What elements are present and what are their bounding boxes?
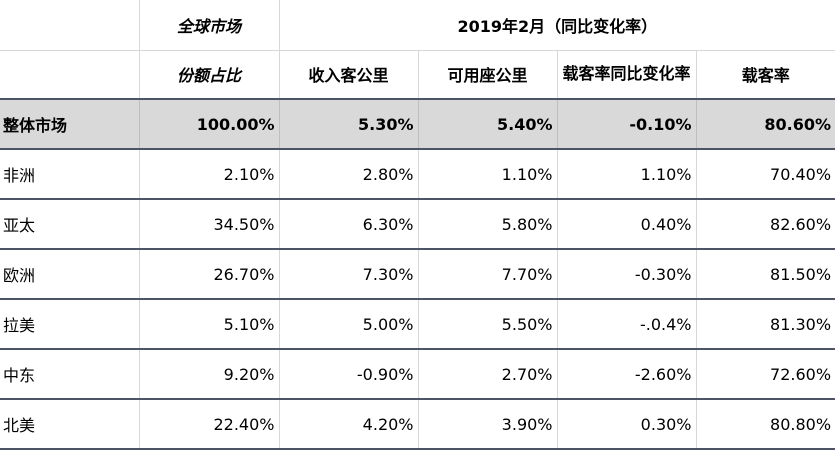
col-header-plf: 载客率 — [695, 50, 835, 100]
region-cell: 欧洲 — [0, 249, 139, 300]
share-cell: 9.20% — [138, 349, 279, 400]
corner-cell — [0, 0, 139, 51]
rpk-cell: 4.20% — [278, 399, 418, 450]
plf-change-cell: -2.60% — [556, 349, 696, 400]
header-row-1: 全球市场 2019年2月（同比变化率） — [0, 0, 835, 51]
rpk-cell: -0.90% — [278, 349, 418, 400]
plf-cell: 80.80% — [695, 399, 835, 450]
plf-cell: 82.60% — [695, 199, 835, 250]
ask-cell: 1.10% — [417, 149, 557, 200]
plf-change-cell: 0.30% — [556, 399, 696, 450]
rpk-cell: 2.80% — [278, 149, 418, 200]
table-row: 亚太 34.50% 6.30% 5.80% 0.40% 82.60% — [0, 199, 835, 250]
plf-change-cell: 0.40% — [556, 199, 696, 250]
share-cell: 100.00% — [138, 98, 279, 150]
corner-cell-2 — [0, 50, 139, 100]
header-market-share-group: 全球市场 — [138, 0, 279, 51]
plf-change-cell: 1.10% — [556, 149, 696, 200]
ask-cell: 5.80% — [417, 199, 557, 250]
plf-change-cell: -0.30% — [556, 249, 696, 300]
ask-cell: 5.50% — [417, 299, 557, 350]
table-row: 拉美 5.10% 5.00% 5.50% -.0.4% 81.30% — [0, 299, 835, 350]
table-row: 北美 22.40% 4.20% 3.90% 0.30% 80.80% — [0, 399, 835, 450]
col-header-plf-change: 载客率同比变化率 — [556, 50, 696, 100]
region-cell: 亚太 — [0, 199, 139, 250]
ask-cell: 2.70% — [417, 349, 557, 400]
rpk-cell: 6.30% — [278, 199, 418, 250]
region-cell: 拉美 — [0, 299, 139, 350]
share-cell: 34.50% — [138, 199, 279, 250]
col-header-share: 份额占比 — [138, 50, 279, 100]
header-period-group: 2019年2月（同比变化率） — [278, 0, 835, 51]
plf-cell: 81.50% — [695, 249, 835, 300]
header-row-2: 份额占比 收入客公里 可用座公里 载客率同比变化率 载客率 — [0, 50, 835, 100]
col-header-ask: 可用座公里 — [417, 50, 557, 100]
share-cell: 22.40% — [138, 399, 279, 450]
region-cell: 非洲 — [0, 149, 139, 200]
col-header-rpk: 收入客公里 — [278, 50, 418, 100]
plf-change-cell: -0.10% — [556, 98, 696, 150]
rpk-cell: 5.30% — [278, 98, 418, 150]
ask-cell: 7.70% — [417, 249, 557, 300]
rpk-cell: 7.30% — [278, 249, 418, 300]
region-cell: 整体市场 — [0, 98, 139, 150]
share-cell: 2.10% — [138, 149, 279, 200]
total-row: 整体市场 100.00% 5.30% 5.40% -0.10% 80.60% — [0, 98, 835, 150]
rpk-cell: 5.00% — [278, 299, 418, 350]
plf-cell: 80.60% — [695, 98, 835, 150]
share-cell: 26.70% — [138, 249, 279, 300]
plf-cell: 81.30% — [695, 299, 835, 350]
region-cell: 中东 — [0, 349, 139, 400]
ask-cell: 3.90% — [417, 399, 557, 450]
ask-cell: 5.40% — [417, 98, 557, 150]
table-row: 中东 9.20% -0.90% 2.70% -2.60% 72.60% — [0, 349, 835, 400]
table-row: 欧洲 26.70% 7.30% 7.70% -0.30% 81.50% — [0, 249, 835, 300]
table-row: 非洲 2.10% 2.80% 1.10% 1.10% 70.40% — [0, 149, 835, 200]
plf-cell: 70.40% — [695, 149, 835, 200]
plf-cell: 72.60% — [695, 349, 835, 400]
share-cell: 5.10% — [138, 299, 279, 350]
plf-change-cell: -.0.4% — [556, 299, 696, 350]
region-cell: 北美 — [0, 399, 139, 450]
